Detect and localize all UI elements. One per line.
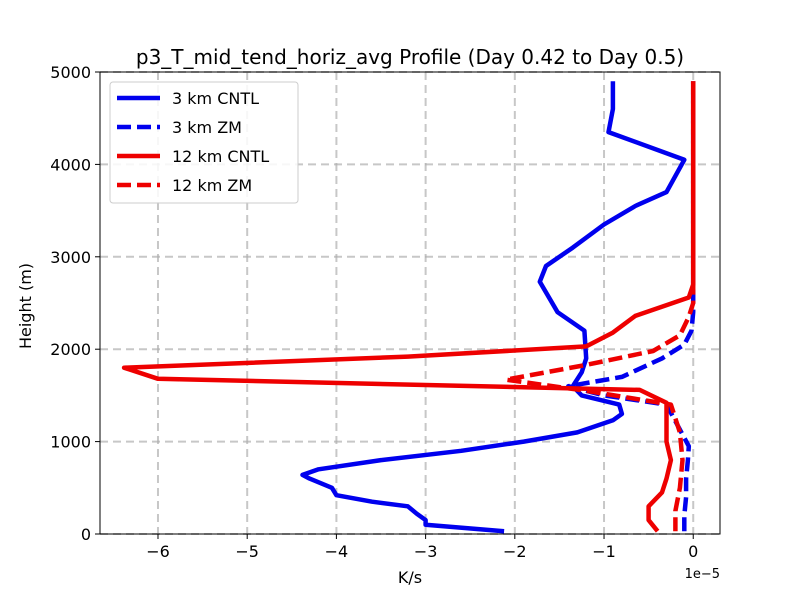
x-tick-label: −6 <box>146 542 170 561</box>
y-tick-label: 4000 <box>50 155 91 174</box>
y-tick-label: 3000 <box>50 248 91 267</box>
x-tick-label: −4 <box>325 542 349 561</box>
legend-label: 12 km CNTL <box>172 147 269 166</box>
legend-label: 12 km ZM <box>172 176 252 195</box>
x-tick-label: −2 <box>503 542 527 561</box>
y-tick-label: 5000 <box>50 63 91 82</box>
series-line-12-km-zm <box>503 81 696 532</box>
x-tick-label: 0 <box>688 542 698 561</box>
y-axis-label: Height (m) <box>16 263 35 349</box>
x-tick-label: −1 <box>592 542 616 561</box>
series-lines <box>121 81 696 534</box>
legend-box <box>109 81 299 204</box>
y-tick-label: 0 <box>81 525 91 544</box>
legend: 3 km CNTL 3 km ZM 12 km CNTL 12 km ZM <box>109 81 299 204</box>
series-line-3-km-cntl <box>300 81 687 534</box>
series-line-3-km-zm <box>566 81 696 532</box>
legend-label: 3 km CNTL <box>172 89 259 108</box>
x-axis-label: K/s <box>398 568 422 587</box>
x-axis-offset-label: 1e−5 <box>685 567 720 582</box>
x-tick-label: −3 <box>414 542 438 561</box>
x-tick-label: −5 <box>235 542 259 561</box>
y-tick-label: 2000 <box>50 340 91 359</box>
y-tick-label: 1000 <box>50 433 91 452</box>
legend-label: 3 km ZM <box>172 118 242 137</box>
plot-frame <box>99 71 721 535</box>
y-axis: 0 1000 2000 3000 4000 5000 <box>50 63 100 544</box>
x-axis: −6 −5 −4 −3 −2 −1 0 <box>146 534 698 561</box>
chart-title: p3_T_mid_tend_horiz_avg Profile (Day 0.4… <box>136 45 684 69</box>
